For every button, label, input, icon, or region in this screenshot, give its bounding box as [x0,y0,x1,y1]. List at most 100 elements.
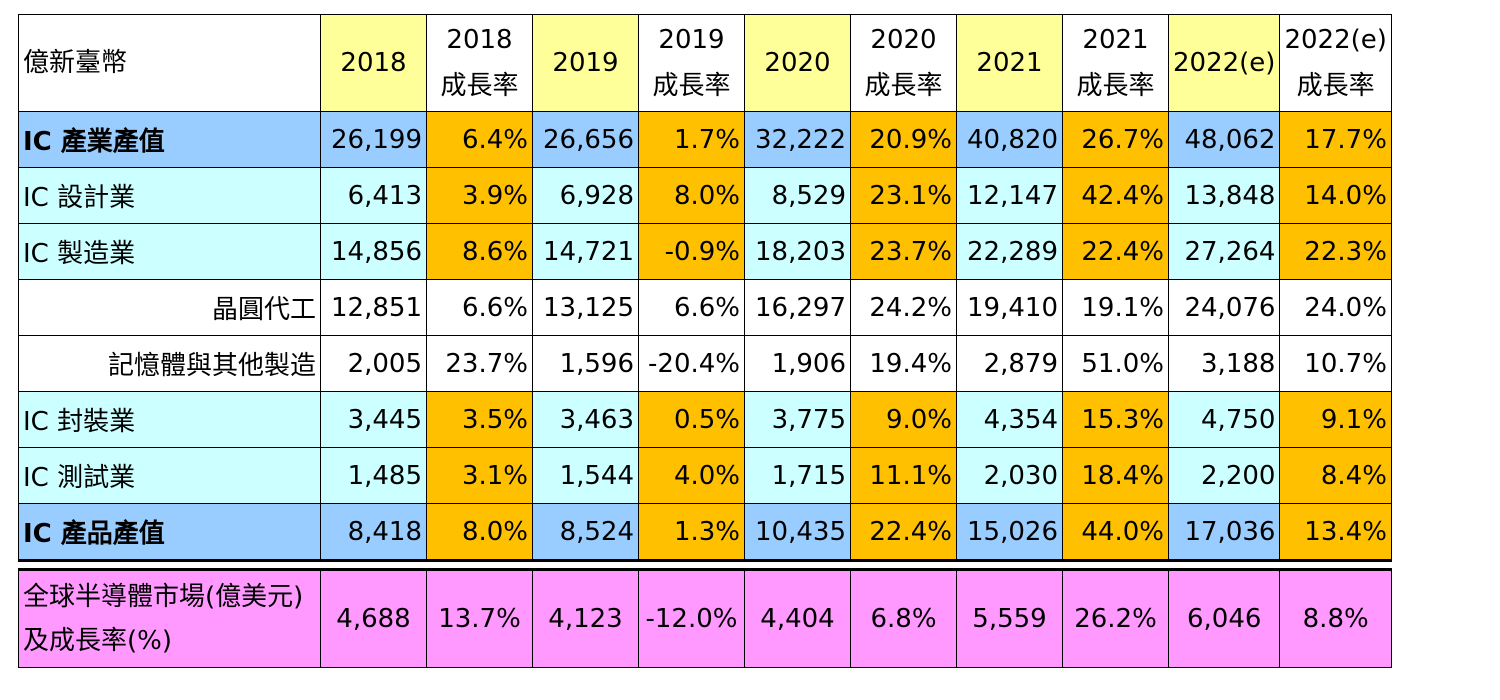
growth-cell: 8.4% [1279,447,1392,504]
value-cell: 1,596 [532,335,639,392]
col-year: 2022(e) [1284,25,1387,55]
growth-cell: -0.9% [638,223,745,280]
row-label: IC 製造業 [18,223,321,280]
value-cell: 14,856 [320,223,427,280]
value-cell: 12,147 [956,167,1063,224]
value-cell: 32,222 [744,111,851,168]
value-cell: 22,289 [956,223,1063,280]
table-row: IC 製造業 14,856 8.6% 14,721 -0.9% 18,203 23.7% 22… [18,223,1392,280]
col-header-2018: 2018 [320,14,427,112]
table-row: IC 產業產值 26,199 6.4% 26,656 1.7% 32,222 20.9% 40… [18,111,1392,168]
growth-cell: 9.1% [1279,391,1392,448]
value-cell: 24,076 [1167,279,1281,336]
growth-cell: 19.4% [850,335,957,392]
growth-cell: 23.7% [850,223,957,280]
value-cell: 16,297 [744,279,851,336]
col-year: 2018 [340,48,407,78]
value-cell: 3,775 [744,391,851,448]
global-growth-cell: 26.2% [1062,569,1169,668]
global-market-label-line2: 及成長率(%) [23,626,172,656]
table-row: 晶圓代工 12,851 6.6% 13,125 6.6% 16,297 24.2% 19,41… [18,279,1392,336]
col-sub: 成長率 [1296,71,1375,101]
growth-cell: 9.0% [850,391,957,448]
col-year: 2019 [552,48,619,78]
growth-cell: 3.1% [426,447,533,504]
col-header-2021-growth: 2021 成長率 [1062,14,1169,112]
unit-label: 億新臺幣 [18,14,321,112]
value-cell: 3,188 [1167,335,1281,392]
global-growth-cell: -12.0% [638,569,745,668]
col-header-2022e: 2022(e) [1167,14,1281,112]
growth-cell: 8.0% [426,503,533,561]
global-value-cell: 5,559 [956,569,1063,668]
global-market-label: 全球半導體市場(億美元) 及成長率(%) [18,569,321,668]
col-year: 2019 [658,25,725,55]
table-row: IC 封裝業 3,445 3.5% 3,463 0.5% 3,775 9.0% 4,354 15… [18,391,1392,448]
value-cell: 19,410 [956,279,1063,336]
value-cell: 3,463 [532,391,639,448]
value-cell: 12,851 [320,279,427,336]
global-value-cell: 6,046 [1167,569,1281,668]
global-market-label-line1: 全球半導體市場(億美元) [23,582,304,612]
growth-cell: 1.7% [638,111,745,168]
growth-cell: 23.1% [850,167,957,224]
growth-cell: 22.3% [1279,223,1392,280]
global-value-cell: 4,404 [744,569,851,668]
growth-cell: 1.3% [638,503,745,561]
growth-cell: 14.0% [1279,167,1392,224]
value-cell: 6,413 [320,167,427,224]
col-header-2019-growth: 2019 成長率 [638,14,745,112]
col-year: 2020 [870,25,937,55]
value-cell: 1,906 [744,335,851,392]
global-growth-cell: 13.7% [426,569,533,668]
double-rule-divider [18,559,1392,571]
growth-cell: 3.5% [426,391,533,448]
value-cell: 4,750 [1167,391,1281,448]
global-growth-cell: 8.8% [1279,569,1392,668]
table-row: IC 產品產值 8,418 8.0% 8,524 1.3% 10,435 22.4% 15,0… [18,503,1392,561]
global-growth-cell: 6.8% [850,569,957,668]
growth-cell: 22.4% [850,503,957,561]
col-year: 2022(e) [1173,48,1276,78]
value-cell: 3,445 [320,391,427,448]
header-row: 億新臺幣 2018 2018 成長率 2019 2019 成長率 2020 2020… [18,14,1392,112]
col-sub: 成長率 [440,71,519,101]
value-cell: 1,485 [320,447,427,504]
col-header-2020: 2020 [744,14,851,112]
growth-cell: 18.4% [1062,447,1169,504]
semiconductor-output-table: 億新臺幣 2018 2018 成長率 2019 2019 成長率 2020 2020… [18,14,1392,668]
growth-cell: 6.4% [426,111,533,168]
col-sub: 成長率 [864,71,943,101]
row-label: IC 產業產值 [18,111,321,168]
growth-cell: 51.0% [1062,335,1169,392]
value-cell: 8,529 [744,167,851,224]
growth-cell: 19.1% [1062,279,1169,336]
value-cell: 15,026 [956,503,1063,561]
growth-cell: 8.0% [638,167,745,224]
value-cell: 14,721 [532,223,639,280]
value-cell: 26,656 [532,111,639,168]
growth-cell: 0.5% [638,391,745,448]
growth-cell: 10.7% [1279,335,1392,392]
col-year: 2018 [446,25,513,55]
growth-cell: 20.9% [850,111,957,168]
value-cell: 2,030 [956,447,1063,504]
value-cell: 18,203 [744,223,851,280]
growth-cell: 42.4% [1062,167,1169,224]
col-sub: 成長率 [1076,71,1155,101]
value-cell: 2,200 [1167,447,1281,504]
value-cell: 2,879 [956,335,1063,392]
value-cell: 13,125 [532,279,639,336]
growth-cell: 15.3% [1062,391,1169,448]
growth-cell: 6.6% [426,279,533,336]
growth-cell: 3.9% [426,167,533,224]
value-cell: 1,715 [744,447,851,504]
growth-cell: 24.2% [850,279,957,336]
col-sub: 成長率 [652,71,731,101]
growth-cell: 11.1% [850,447,957,504]
growth-cell: 24.0% [1279,279,1392,336]
growth-cell: 4.0% [638,447,745,504]
col-year: 2021 [1082,25,1149,55]
col-year: 2021 [976,48,1043,78]
growth-cell: 13.4% [1279,503,1392,561]
